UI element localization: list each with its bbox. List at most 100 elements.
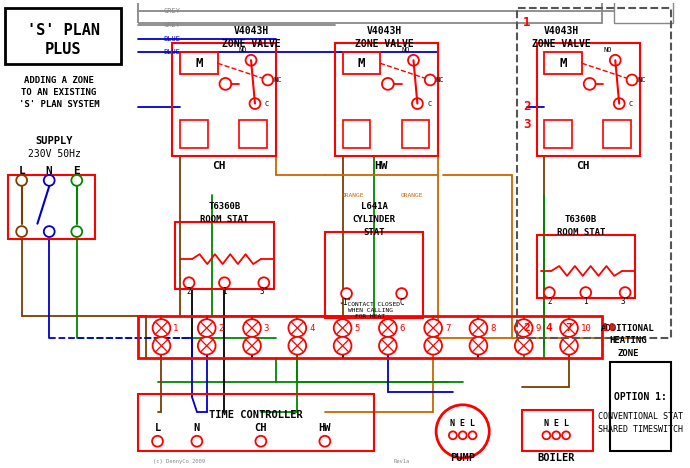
Circle shape <box>552 431 560 439</box>
Text: 3": 3" <box>259 287 268 296</box>
Text: C: C <box>265 101 269 107</box>
Circle shape <box>219 278 230 288</box>
Circle shape <box>255 436 266 446</box>
Text: N: N <box>46 166 52 176</box>
Bar <box>537 43 640 156</box>
Text: 'S' PLAN SYSTEM: 'S' PLAN SYSTEM <box>19 100 99 109</box>
Text: 3": 3" <box>620 297 630 306</box>
Bar <box>5 8 121 64</box>
Text: CH: CH <box>255 424 267 433</box>
Text: 1": 1" <box>342 298 351 307</box>
Circle shape <box>627 74 638 85</box>
Text: ZONE VALVE: ZONE VALVE <box>532 38 591 49</box>
Text: 1: 1 <box>584 297 588 306</box>
Text: 7: 7 <box>566 323 573 333</box>
Bar <box>611 363 671 451</box>
Bar <box>614 0 673 23</box>
Text: L: L <box>18 166 25 176</box>
Text: NC: NC <box>638 77 646 83</box>
Text: ZONE VALVE: ZONE VALVE <box>355 38 413 49</box>
Text: M: M <box>195 57 203 70</box>
Text: C: C <box>400 298 404 307</box>
Text: BOILER: BOILER <box>538 453 575 463</box>
Text: NO: NO <box>239 47 248 53</box>
Text: 6: 6 <box>400 323 405 333</box>
Text: CONVENTIONAL STAT: CONVENTIONAL STAT <box>598 412 683 421</box>
Text: L: L <box>155 424 161 433</box>
Text: N E L: N E L <box>450 419 475 428</box>
Bar <box>239 120 267 148</box>
Bar <box>8 176 95 240</box>
Circle shape <box>544 287 555 298</box>
Text: HEATING: HEATING <box>609 336 647 345</box>
Text: GREY: GREY <box>164 8 181 14</box>
Text: ZONE: ZONE <box>618 349 639 358</box>
Text: Rev1a: Rev1a <box>394 460 410 464</box>
Circle shape <box>43 175 55 186</box>
Circle shape <box>243 337 261 355</box>
Bar <box>604 120 631 148</box>
Circle shape <box>382 78 394 90</box>
Text: NO: NO <box>402 47 410 53</box>
Text: 10: 10 <box>581 323 591 333</box>
Text: (c) DennyCo 2009: (c) DennyCo 2009 <box>152 460 205 464</box>
Circle shape <box>425 74 435 85</box>
Circle shape <box>580 287 591 298</box>
Circle shape <box>470 337 487 355</box>
Text: NC: NC <box>436 77 444 83</box>
Circle shape <box>184 278 195 288</box>
Circle shape <box>17 226 27 237</box>
Text: NO: NO <box>603 47 611 53</box>
Text: V4043H: V4043H <box>233 26 268 36</box>
Text: CYLINDER: CYLINDER <box>353 215 395 224</box>
Circle shape <box>219 78 231 90</box>
Text: * CONTACT CLOSED
WHEN CALLING
FOR HEAT: * CONTACT CLOSED WHEN CALLING FOR HEAT <box>340 302 400 319</box>
Text: ZONE VALVE: ZONE VALVE <box>221 38 280 49</box>
Text: ADDITIONAL: ADDITIONAL <box>601 323 655 333</box>
Text: 10: 10 <box>602 323 615 333</box>
Bar <box>544 120 572 148</box>
Text: E: E <box>73 166 80 176</box>
Circle shape <box>334 337 351 355</box>
Circle shape <box>620 287 631 298</box>
Text: 2: 2 <box>547 297 551 306</box>
Text: ORANGE: ORANGE <box>400 193 423 197</box>
Text: 7: 7 <box>445 323 451 333</box>
Bar <box>138 0 602 23</box>
Text: T6360B: T6360B <box>564 215 597 224</box>
Circle shape <box>152 319 170 337</box>
Text: 4: 4 <box>309 323 315 333</box>
Bar <box>175 222 274 289</box>
Text: 2: 2 <box>523 323 530 333</box>
Text: SHARED TIMESWITCH: SHARED TIMESWITCH <box>598 425 683 434</box>
Circle shape <box>408 55 419 66</box>
Bar <box>138 316 602 358</box>
Text: STAT: STAT <box>364 228 385 237</box>
Circle shape <box>17 175 27 186</box>
Circle shape <box>259 278 269 288</box>
Text: V4043H: V4043H <box>544 26 579 36</box>
Text: HW: HW <box>374 161 388 171</box>
Circle shape <box>614 98 624 109</box>
Text: L641A: L641A <box>361 203 388 212</box>
Circle shape <box>71 226 82 237</box>
Bar <box>138 394 374 451</box>
Circle shape <box>560 319 578 337</box>
Circle shape <box>152 337 170 355</box>
Text: C: C <box>427 101 431 107</box>
Bar <box>537 234 635 299</box>
Text: 3: 3 <box>523 118 531 131</box>
Circle shape <box>246 55 257 66</box>
Bar <box>180 120 208 148</box>
Text: BLUE: BLUE <box>164 50 181 55</box>
Text: 1: 1 <box>523 16 531 29</box>
Text: 5: 5 <box>355 323 359 333</box>
Circle shape <box>424 337 442 355</box>
Text: NC: NC <box>273 77 282 83</box>
Circle shape <box>198 337 215 355</box>
Text: 1: 1 <box>173 323 179 333</box>
Circle shape <box>469 431 477 439</box>
Circle shape <box>379 319 397 337</box>
Text: SUPPLY: SUPPLY <box>35 136 73 146</box>
Circle shape <box>515 337 533 355</box>
